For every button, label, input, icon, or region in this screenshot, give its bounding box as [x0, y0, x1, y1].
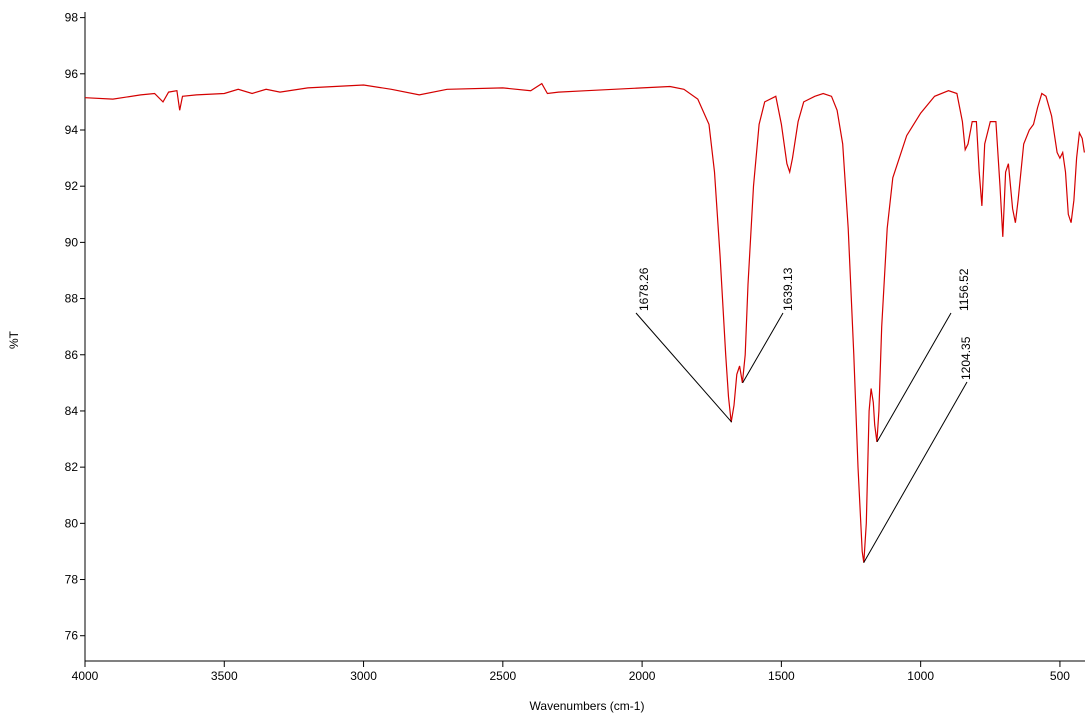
- x-tick-label: 2000: [629, 669, 656, 683]
- x-tick-label: 2500: [489, 669, 516, 683]
- annotation-label: 1678.26: [637, 267, 651, 311]
- x-tick-label: 4000: [72, 669, 99, 683]
- y-tick-label: 86: [65, 348, 79, 362]
- y-tick-label: 76: [65, 629, 79, 643]
- x-tick-label: 3500: [211, 669, 238, 683]
- annotation-label: 1204.35: [959, 336, 973, 380]
- y-tick-label: 82: [65, 460, 79, 474]
- annotation-label: 1639.13: [781, 267, 795, 311]
- x-tick-label: 1500: [768, 669, 795, 683]
- annotation-leader: [635, 312, 733, 423]
- annotation-leader: [863, 381, 968, 563]
- spectrum-line: [84, 82, 1085, 563]
- x-tick-label: 1000: [907, 669, 934, 683]
- y-axis-label: %T: [7, 330, 21, 349]
- annotation-label: 1156.52: [957, 268, 971, 311]
- x-axis-label: Wavenumbers (cm-1): [530, 699, 645, 713]
- y-tick-label: 78: [65, 573, 79, 587]
- y-tick-label: 94: [65, 123, 79, 137]
- y-tick-label: 98: [65, 11, 79, 25]
- annotation-leader: [876, 312, 952, 443]
- y-tick-label: 80: [65, 516, 79, 530]
- y-tick-label: 90: [65, 235, 79, 249]
- x-tick-label: 500: [1050, 669, 1070, 683]
- annotation-leader: [742, 312, 784, 384]
- x-tick-label: 3000: [350, 669, 377, 683]
- y-tick-label: 88: [65, 292, 79, 306]
- y-tick-label: 96: [65, 67, 79, 81]
- y-tick-label: 92: [65, 179, 79, 193]
- y-tick-label: 84: [65, 404, 79, 418]
